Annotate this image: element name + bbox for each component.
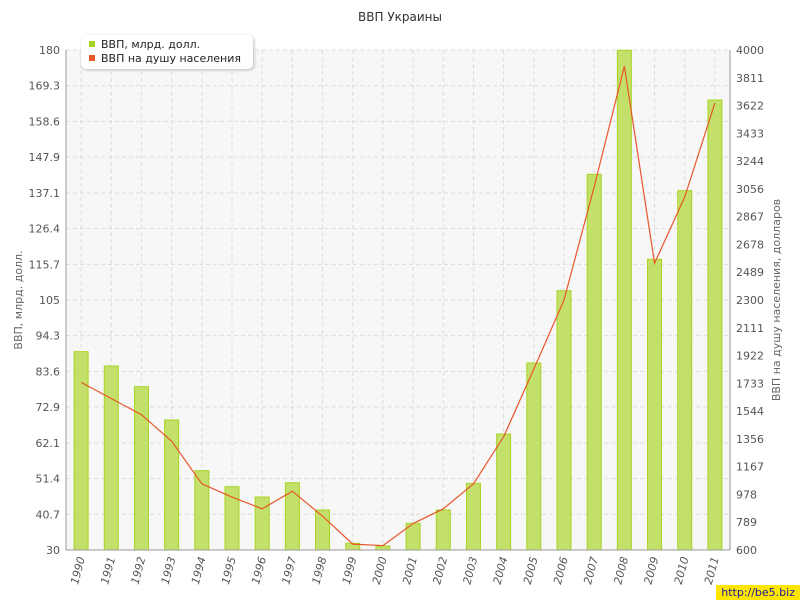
y-tick-left-label: 94.3	[36, 330, 61, 343]
y-tick-left-label: 147.9	[29, 151, 61, 164]
bar-gdp	[496, 433, 512, 551]
bar-gdp	[677, 190, 693, 551]
y-tick-left-label: 51.4	[36, 473, 61, 486]
y-tick-right-label: 789	[736, 516, 757, 529]
y-axis-right-label: ВВП на душу населения, долларов	[770, 199, 783, 401]
y-tick-right-label: 3622	[736, 100, 764, 113]
y-tick-right-label: 1544	[736, 405, 764, 418]
line-series	[80, 66, 716, 547]
line-gdp-per-capita	[80, 66, 716, 547]
y-tick-left-label: 30	[46, 544, 60, 557]
y-tick-right-label: 1356	[736, 433, 764, 446]
y-tick-right-label: 3433	[736, 127, 764, 140]
y-tick-right-label: 600	[736, 544, 757, 557]
y-tick-right-label: 4000	[736, 44, 764, 57]
y-tick-left-label: 180	[39, 44, 60, 57]
bar-gdp	[224, 486, 240, 551]
x-tick-label: 1999	[340, 555, 360, 585]
bar-gdp	[284, 482, 300, 551]
chart-title: ВВП Украины	[358, 10, 442, 24]
bar-gdp	[133, 386, 149, 551]
y-axis-left-label: ВВП, млрд. долл.	[12, 250, 25, 349]
x-tick-label: 2002	[430, 555, 450, 585]
bar-gdp	[435, 509, 451, 551]
y-tick-left-label: 169.3	[29, 80, 61, 93]
x-tick-label: 2005	[521, 555, 541, 585]
y-tick-right-label: 3244	[736, 155, 764, 168]
x-tick-label: 2009	[642, 555, 662, 585]
y-tick-left-label: 72.9	[36, 401, 61, 414]
x-tick-label: 1997	[279, 555, 299, 585]
x-tick-label: 1998	[310, 555, 330, 585]
bar-gdp	[73, 351, 89, 551]
x-tick-label: 1994	[189, 555, 209, 585]
y-tick-right-label: 1733	[736, 377, 764, 390]
y-tick-left-label: 115.7	[29, 258, 61, 271]
x-tick-label: 2008	[611, 555, 631, 585]
bar-gdp	[375, 545, 391, 551]
bar-gdp	[556, 290, 572, 551]
legend-swatch-gdp-per-capita	[89, 55, 95, 61]
x-tick-label: 2004	[491, 555, 511, 585]
y-tick-left-label: 62.1	[36, 437, 61, 450]
bar-gdp	[616, 49, 632, 551]
x-tick-label: 2001	[400, 555, 420, 585]
legend-item-gdp-per-capita: ВВП на душу населения	[89, 52, 241, 66]
bar-series	[73, 49, 723, 551]
x-tick-label: 2011	[702, 555, 722, 585]
legend-swatch-gdp	[89, 41, 95, 47]
watermark-link[interactable]: http://be5.biz	[716, 585, 800, 600]
legend-label-gdp: ВВП, млрд. долл.	[101, 38, 201, 51]
y-tick-left-label: 126.4	[29, 223, 61, 236]
y-tick-right-label: 3056	[736, 183, 764, 196]
bar-gdp	[194, 470, 210, 551]
y-tick-right-label: 2678	[736, 238, 764, 251]
y-tick-right-label: 2111	[736, 322, 764, 335]
x-tick-label: 1992	[129, 555, 149, 585]
y-tick-left-label: 40.7	[36, 508, 61, 521]
y-tick-left-label: 137.1	[29, 187, 61, 200]
x-tick-label: 2003	[461, 555, 481, 585]
y-tick-right-label: 1167	[736, 461, 764, 474]
y-tick-right-label: 1922	[736, 350, 764, 363]
bar-gdp	[526, 362, 542, 551]
y-tick-left-label: 83.6	[36, 365, 61, 378]
bar-gdp	[164, 419, 180, 551]
x-tick-label: 1996	[249, 555, 269, 585]
y-tick-right-label: 2300	[736, 294, 764, 307]
x-tick-label: 1991	[98, 555, 118, 585]
bar-gdp	[707, 99, 723, 551]
x-tick-label: 1995	[219, 555, 239, 585]
bar-gdp	[465, 482, 481, 551]
x-tick-label: 2010	[672, 555, 692, 585]
x-tick-label: 1993	[159, 555, 179, 585]
legend-label-gdp-per-capita: ВВП на душу населения	[101, 52, 241, 65]
x-tick-label: 2007	[581, 555, 601, 585]
bar-gdp	[647, 258, 663, 551]
chart-legend: ВВП, млрд. долл. ВВП на душу населения	[81, 35, 253, 69]
y-tick-left-label: 158.6	[29, 115, 61, 128]
y-tick-left-label: 105	[39, 294, 60, 307]
y-tick-right-label: 2489	[736, 266, 764, 279]
bar-gdp	[586, 173, 602, 551]
x-tick-label: 2000	[370, 555, 390, 585]
y-tick-right-label: 2867	[736, 211, 764, 224]
legend-item-gdp: ВВП, млрд. долл.	[89, 38, 200, 52]
x-tick-label: 2006	[551, 555, 571, 585]
y-tick-right-label: 3811	[736, 72, 764, 85]
y-tick-right-label: 978	[736, 488, 757, 501]
bar-gdp	[254, 496, 270, 551]
bar-gdp	[103, 365, 119, 551]
x-tick-label: 1990	[68, 555, 88, 585]
